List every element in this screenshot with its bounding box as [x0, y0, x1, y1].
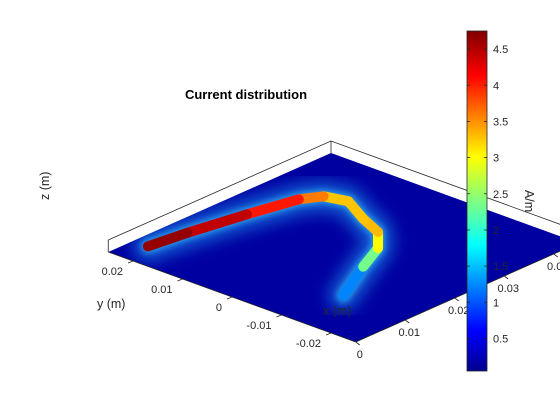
- x-tick-label: 0.02: [448, 305, 469, 317]
- x-tick-mark: [504, 275, 509, 280]
- colorbar: 0.5 1 1.5 2 2.5 3 3.5 4 4.5 A/m: [466, 30, 536, 372]
- axes-box-back: [107, 140, 560, 252]
- x-tick-label: 0.03: [498, 283, 519, 295]
- chart-title: Current distribution: [185, 87, 307, 102]
- x-tick-mark: [405, 319, 410, 324]
- trace-segment: [142, 227, 193, 252]
- colorbar-tick-label: 2.5: [493, 189, 508, 201]
- colorbar-tick-label: 0.5: [493, 333, 508, 345]
- colorbar-tick-label: 3: [493, 153, 499, 165]
- colorbar-ramp: [466, 30, 488, 372]
- colorbar-tick-label: 1.5: [493, 261, 508, 273]
- colorbar-tick-label: 4.5: [493, 44, 508, 56]
- x-tick-label: 0.04: [547, 261, 560, 273]
- colorbar-tick-label: 1: [493, 297, 499, 309]
- x-axis-label: x (m): [323, 304, 351, 318]
- y-tick-mark: [325, 332, 332, 336]
- z-axis-label: z (m): [38, 172, 52, 200]
- y-tick-mark: [177, 278, 183, 282]
- trace-segment: [338, 261, 369, 301]
- colorbar-tick-label: 3.5: [493, 116, 508, 128]
- heat-surface: [108, 153, 560, 342]
- y-tick-label: -0.02: [296, 338, 321, 350]
- y-tick-mark: [127, 260, 134, 264]
- y-axis-label: y (m): [97, 297, 125, 311]
- y-axis: -0.02 -0.01 0 0.01 0.02: [102, 260, 332, 350]
- x-tick-label: 0: [357, 349, 363, 361]
- trace-segment: [241, 194, 304, 220]
- x-tick-mark: [553, 253, 558, 258]
- colorbar-tick-label: 4: [493, 80, 499, 92]
- colorbar-label: A/m: [522, 190, 536, 212]
- y-tick-label: 0: [216, 302, 222, 314]
- y-tick-label: -0.01: [246, 320, 271, 332]
- y-tick-label: 0.02: [102, 266, 123, 278]
- x-axis: 0 0.01 0.02 0.03 0.04: [355, 253, 560, 361]
- surface-background: [108, 153, 560, 342]
- colorbar-tick-label: 2: [493, 225, 499, 237]
- y-tick-label: 0.01: [151, 284, 172, 296]
- trace-segment: [182, 209, 252, 238]
- x-tick-mark: [454, 297, 459, 302]
- conductor-trace: [142, 191, 384, 301]
- x-tick-label: 0.01: [399, 327, 420, 339]
- y-tick-mark: [226, 296, 233, 300]
- x-tick-mark: [355, 341, 360, 346]
- y-tick-mark: [276, 314, 282, 318]
